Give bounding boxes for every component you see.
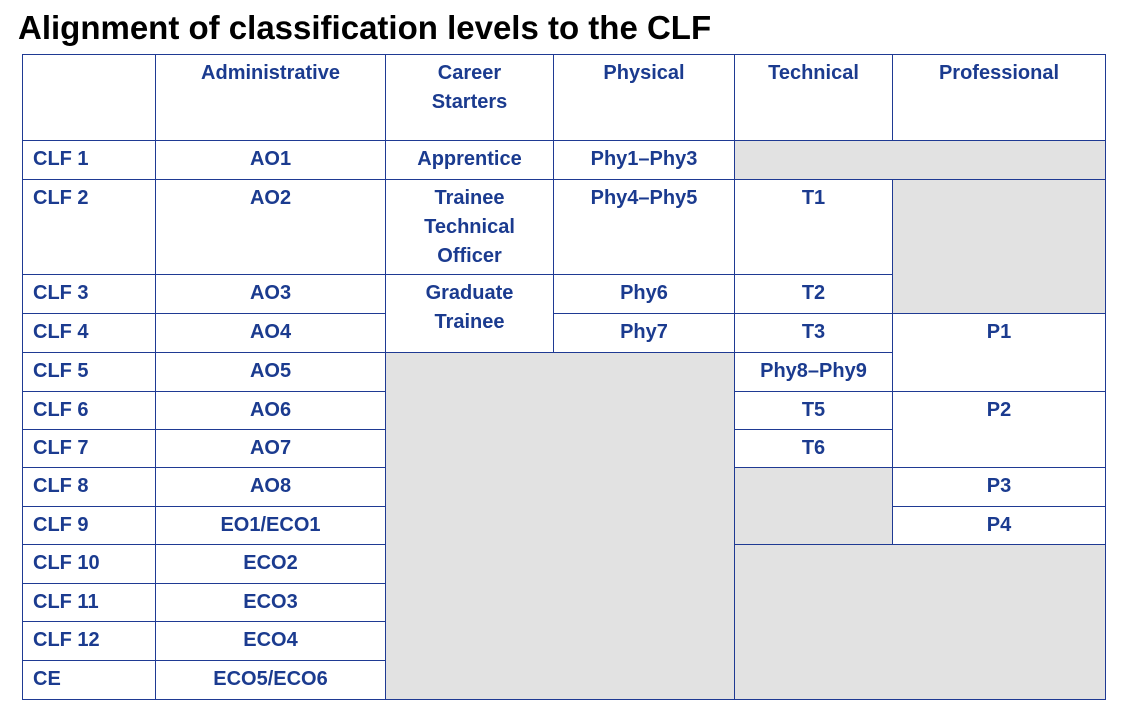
clf-level-cell: CLF 12 — [22, 621, 156, 661]
header-technical: Technical — [734, 54, 893, 141]
administrative-cell: ECO5/ECO6 — [155, 660, 386, 700]
administrative-cell: AO6 — [155, 391, 386, 430]
technical-cell: T6 — [734, 429, 893, 468]
career-starters-cell: Graduate Trainee — [385, 274, 554, 353]
header-corner — [22, 54, 156, 141]
header-professional: Professional — [892, 54, 1106, 141]
professional-cell: P3 — [892, 467, 1106, 507]
table-row: CLF 10 ECO2 — [22, 544, 1106, 700]
administrative-cell: AO1 — [155, 140, 386, 180]
physical-cell: Phy6 — [553, 274, 735, 314]
administrative-cell: ECO2 — [155, 544, 386, 584]
table-row: CLF 7 AO7 T6 — [22, 429, 1106, 468]
page-title: Alignment of classification levels to th… — [18, 9, 712, 46]
professional-cell: P1 — [892, 313, 1106, 392]
table-row: CLF 11 ECO3 — [22, 583, 1106, 622]
clf-level-cell: CLF 9 — [22, 506, 156, 545]
empty-cell — [734, 544, 1106, 700]
clf-level-cell: CLF 2 — [22, 179, 156, 275]
empty-cell — [734, 140, 1106, 180]
empty-cell — [385, 352, 735, 700]
clf-level-cell: CE — [22, 660, 156, 700]
technical-cell: T1 — [734, 179, 893, 275]
clf-level-cell: CLF 5 — [22, 352, 156, 392]
table-row: CLF 4 AO4 Phy7 T3 P1 — [22, 313, 1106, 392]
physical-cell: Phy1–Phy3 — [553, 140, 735, 180]
technical-cell: T5 — [734, 391, 893, 430]
physical-cell: Phy7 — [553, 313, 735, 353]
career-starters-cell: Apprentice — [385, 140, 554, 180]
clf-level-cell: CLF 4 — [22, 313, 156, 353]
empty-cell — [734, 467, 893, 545]
table-row: CLF 6 AO6 T5 P2 — [22, 391, 1106, 468]
administrative-cell: AO8 — [155, 467, 386, 507]
table-row: CLF 1 AO1 Apprentice Phy1–Phy3 — [22, 140, 1106, 180]
clf-level-cell: CLF 11 — [22, 583, 156, 622]
header-row: Administrative Career Starters Physical Tech… — [22, 54, 1106, 141]
technical-cell: T3 — [734, 313, 893, 353]
administrative-cell: ECO3 — [155, 583, 386, 622]
table-row: CE ECO5/ECO6 — [22, 660, 1106, 700]
clf-level-cell: CLF 8 — [22, 467, 156, 507]
table-row: CLF 12 ECO4 — [22, 621, 1106, 661]
header-administrative: Administrative — [155, 54, 386, 141]
table-row: CLF 2 AO2 Trainee Technical Officer Phy4–Phy5… — [22, 179, 1106, 314]
administrative-cell: AO7 — [155, 429, 386, 468]
administrative-cell: ECO4 — [155, 621, 386, 661]
professional-cell: P4 — [892, 506, 1106, 545]
technical-cell: T2 — [734, 274, 893, 314]
clf-level-cell: CLF 1 — [22, 140, 156, 180]
administrative-cell: AO5 — [155, 352, 386, 392]
table-row: CLF 9 EO1/ECO1 P4 — [22, 506, 1106, 545]
administrative-cell: AO3 — [155, 274, 386, 314]
physical-cell: Phy4–Phy5 — [553, 179, 735, 275]
physical-cell: Phy8–Phy9 — [734, 352, 893, 392]
clf-alignment-table: Administrative Career Starters Physical Tech… — [22, 54, 1106, 700]
career-starters-cell: Trainee Technical Officer — [385, 179, 554, 275]
header-physical: Physical — [553, 54, 735, 141]
clf-level-cell: CLF 6 — [22, 391, 156, 430]
empty-cell — [892, 179, 1106, 314]
administrative-cell: EO1/ECO1 — [155, 506, 386, 545]
professional-cell: P2 — [892, 391, 1106, 468]
administrative-cell: AO4 — [155, 313, 386, 353]
clf-level-cell: CLF 7 — [22, 429, 156, 468]
clf-level-cell: CLF 3 — [22, 274, 156, 314]
clf-level-cell: CLF 10 — [22, 544, 156, 584]
administrative-cell: AO2 — [155, 179, 386, 275]
header-career-starters: Career Starters — [385, 54, 554, 141]
